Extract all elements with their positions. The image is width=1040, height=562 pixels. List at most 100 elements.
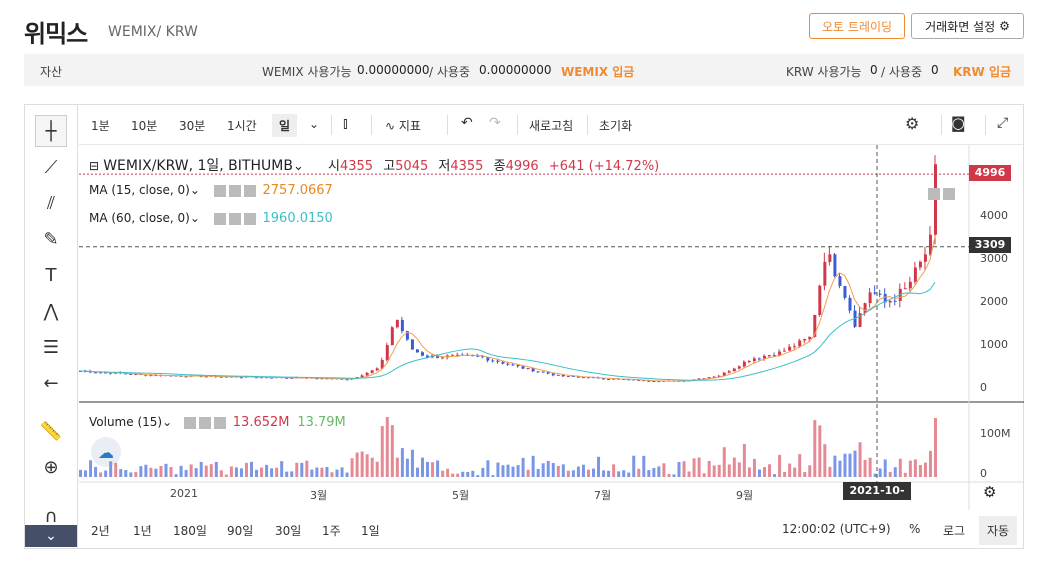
volume-bar	[491, 475, 495, 477]
candle-body	[803, 339, 807, 341]
candle-body	[752, 358, 756, 361]
back-arrow-icon[interactable]: ←	[43, 372, 59, 394]
volume-bar	[521, 457, 525, 477]
candle-body	[747, 360, 751, 362]
candle-body	[290, 377, 294, 379]
range-2y[interactable]: 2년	[91, 524, 110, 538]
symbol-label[interactable]: WEMIX/KRW, 1일, BITHUMB	[103, 158, 293, 174]
price-chart[interactable]	[79, 145, 1024, 510]
volume-bar	[410, 449, 414, 477]
collapse-legend-icon[interactable]: ⊟	[89, 159, 100, 173]
visibility-icon[interactable]	[213, 212, 226, 225]
candle-body	[285, 377, 289, 379]
volume-bar	[174, 474, 178, 477]
volume-bar	[340, 467, 344, 477]
toolbar-divider	[941, 115, 942, 135]
range-1y[interactable]: 1년	[133, 524, 152, 538]
interval-1d[interactable]: 일	[272, 114, 298, 137]
volume-bar	[622, 470, 626, 477]
brush-tool-icon[interactable]: ✎	[43, 228, 59, 250]
interval-1m[interactable]: 1분	[91, 119, 110, 133]
settings-icon[interactable]	[198, 416, 211, 429]
settings-icon[interactable]	[228, 184, 241, 197]
volume-bar	[652, 467, 656, 477]
volume-bar	[184, 469, 188, 477]
range-30d[interactable]: 30일	[275, 524, 302, 538]
camera-icon[interactable]: ◙	[951, 114, 966, 132]
trendline-tool-icon[interactable]: ⟋	[44, 156, 58, 178]
undo-icon[interactable]: ↶	[461, 115, 473, 131]
clock-display[interactable]: 12:00:02 (UTC+9)	[782, 522, 891, 536]
ma60-label[interactable]: MA (60, close, 0)	[89, 211, 190, 225]
settings-icon[interactable]	[228, 212, 241, 225]
crosshair-tool-icon[interactable]: ┼	[35, 115, 67, 147]
reset-button[interactable]: 초기화	[599, 119, 633, 133]
log-toggle[interactable]: 로그	[943, 524, 966, 538]
volume-bar	[446, 468, 450, 477]
screen-settings-button[interactable]: 거래화면 설정 ⚙	[911, 13, 1024, 39]
high-value: 5045	[395, 159, 429, 174]
scale-down-icon[interactable]	[928, 187, 940, 200]
candle-body	[712, 376, 716, 378]
interval-30m[interactable]: 30분	[179, 119, 206, 133]
chart-settings-gear-icon[interactable]: ⚙	[905, 114, 920, 133]
measure-lines-tool-icon[interactable]: ☰	[42, 336, 60, 358]
volume-bar	[285, 471, 289, 477]
volume-value: 13.652M	[232, 415, 290, 430]
volume-bar	[511, 466, 515, 477]
candle-body	[918, 261, 922, 268]
range-180d[interactable]: 180일	[173, 524, 207, 538]
indicator-button[interactable]: ∿ 지표	[385, 117, 421, 134]
volume-bar	[602, 470, 606, 477]
auto-trading-button[interactable]: 오토 트레이딩	[809, 13, 905, 39]
fullscreen-icon[interactable]: ⤢	[997, 115, 1009, 131]
redo-icon[interactable]: ↷	[489, 115, 501, 131]
volume-bar	[224, 474, 228, 477]
scale-toggle[interactable]	[928, 183, 960, 200]
volume-bar	[737, 462, 741, 477]
symbol-dropdown-icon[interactable]: ⌄	[292, 159, 304, 174]
interval-1h[interactable]: 1시간	[227, 119, 257, 133]
candle-body	[239, 377, 243, 379]
percent-toggle[interactable]: %	[909, 522, 921, 536]
volume-bar	[717, 464, 721, 477]
visibility-icon[interactable]	[213, 184, 226, 197]
auto-toggle[interactable]: 자동	[979, 516, 1018, 545]
ma15-label[interactable]: MA (15, close, 0)	[89, 183, 190, 197]
krw-deposit-link[interactable]: KRW 입금	[953, 65, 1012, 79]
magnet-icon[interactable]: ∩	[44, 505, 58, 527]
pattern-tool-icon[interactable]: ⋀	[43, 300, 59, 322]
wemix-deposit-link[interactable]: WEMIX 입금	[561, 65, 635, 79]
range-1d[interactable]: 1일	[361, 524, 380, 538]
refresh-button[interactable]: 새로고침	[529, 119, 574, 133]
volume-bar	[632, 455, 636, 477]
open-value: 4355	[339, 159, 374, 174]
visibility-icon[interactable]	[183, 416, 196, 429]
zoom-in-icon[interactable]: ⊕	[43, 456, 59, 478]
collapse-tools-button[interactable]: ⌄	[25, 525, 77, 547]
wemix-in-use-label: / 사용중	[429, 65, 470, 79]
text-tool-icon[interactable]: T	[45, 264, 57, 286]
axis-settings-gear-icon[interactable]: ⚙	[983, 483, 997, 501]
close-icon[interactable]	[243, 212, 256, 225]
toolbar-divider	[587, 115, 588, 135]
range-90d[interactable]: 90일	[227, 524, 254, 538]
fib-tool-icon[interactable]: ⫽	[46, 192, 56, 214]
close-icon[interactable]	[243, 184, 256, 197]
interval-10m[interactable]: 10분	[131, 119, 158, 133]
volume-bar	[838, 460, 842, 477]
scale-up-icon[interactable]	[943, 187, 955, 200]
volume-bar	[305, 460, 309, 477]
volume-bar	[199, 461, 203, 477]
volume-bar	[637, 468, 641, 477]
drawing-toolbar: ┼ ⟋ ⫽ ✎ T ⋀ ☰ ← 📏 ⊕ ∩ ⌄	[25, 105, 78, 548]
close-icon[interactable]	[213, 416, 226, 429]
interval-dropdown-icon[interactable]: ⌄	[309, 117, 320, 131]
candle-type-icon[interactable]: ⫾	[343, 114, 348, 132]
candle-body	[742, 361, 746, 367]
volume-label[interactable]: Volume (15)	[89, 415, 163, 429]
volume-bar	[702, 473, 706, 477]
range-1w[interactable]: 1주	[322, 524, 341, 538]
ruler-tool-icon[interactable]: 📏	[39, 420, 63, 442]
volume-bar	[526, 469, 530, 477]
